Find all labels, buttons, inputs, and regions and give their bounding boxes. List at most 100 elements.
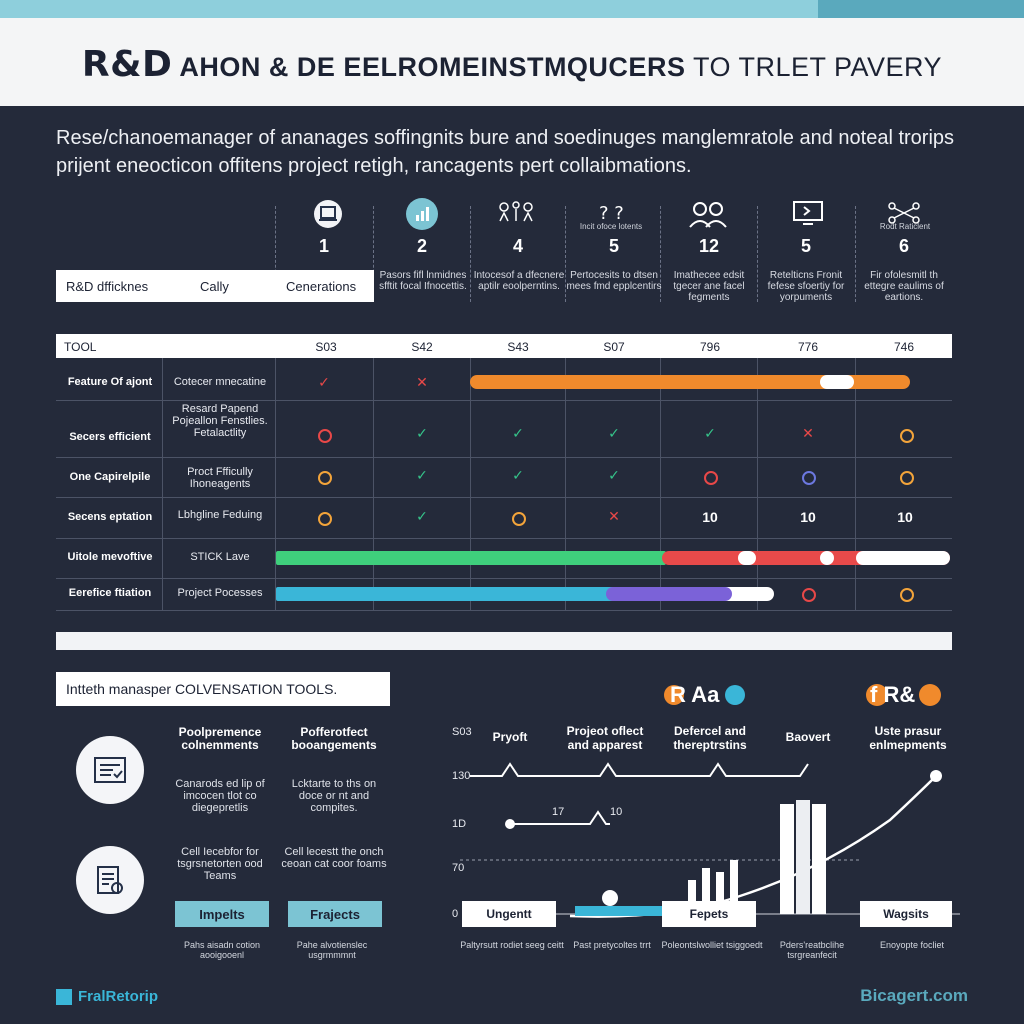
progress-bar-green — [276, 551, 666, 565]
cell-value: 10 — [800, 509, 816, 525]
bar — [812, 804, 826, 914]
progress-bar-blue — [276, 587, 616, 601]
frajects-button[interactable]: Frajects — [288, 901, 382, 927]
cell-value: 10 — [897, 509, 913, 525]
y-axis-label: 70 — [452, 862, 465, 874]
person-icon — [602, 890, 618, 906]
timeline-dot — [505, 819, 515, 829]
row-label: Feature Of ajont — [67, 376, 153, 388]
row-label: Secers efficient — [69, 431, 151, 443]
footer-brand: FralRetorip — [56, 988, 158, 1005]
tiny-caption: Incit ofoce lotents — [579, 222, 643, 231]
status-dot — [318, 429, 332, 443]
mini-label: 17 — [552, 806, 565, 818]
intro-text: Rese/chanoemanager of ananages soffingni… — [56, 127, 955, 177]
chart-box: Wagsits — [860, 901, 952, 927]
check-icon: ✓ — [512, 425, 524, 441]
chart-col-label: Defercel and thereptrstins — [673, 724, 747, 752]
y-axis-label: 1D — [452, 818, 467, 830]
status-dot — [900, 588, 914, 602]
mini-timeline — [510, 810, 610, 825]
check-icon: ✓ — [318, 374, 330, 390]
column-text: Cell lecestt the onch ceoan cat coor foa… — [281, 846, 387, 870]
page-title: R&D AHON & DE EELROMEINSTMQUCERS TO TRLE… — [81, 44, 943, 85]
row-desc: Project Pocesses — [177, 587, 263, 599]
bar — [702, 868, 710, 914]
chart-box: Fepets — [662, 901, 756, 927]
status-dot — [704, 471, 718, 485]
column-heading: Pofferotfect booangements — [291, 725, 377, 752]
legend-2: f R& — [866, 682, 942, 708]
timeline-line — [470, 762, 809, 777]
left-header-bar: R&D dfficknes Cally Cenerations — [56, 270, 374, 302]
section-divider — [56, 632, 952, 650]
monitor-icon — [788, 196, 828, 232]
chart-col-label: Baovert — [785, 730, 831, 744]
table-header-bar: TOOL S03 S42 S43 S07 796 776 746 — [56, 334, 952, 358]
status-dot — [802, 588, 816, 602]
legend-1: R Aa — [664, 682, 746, 708]
chart-footnote: Pders'reatbclihe tsrgreanfecit — [779, 940, 845, 960]
row-desc: STICK Lave — [190, 551, 250, 563]
column-text: Cell Iecebfor for tsgrsnetorten ood Team… — [177, 846, 263, 882]
column-desc: Fir ofolesmitl th ettegre eaulims of ear… — [864, 270, 944, 303]
check-icon: ✓ — [512, 467, 524, 483]
bar-chart-icon — [402, 196, 442, 232]
status-dot — [318, 471, 332, 485]
progress-bar-orange — [470, 375, 910, 389]
column-desc: Intocesof a dfecnere aptilr eoolperntins… — [473, 270, 565, 292]
column-desc: Retelticns Fronit fefese sfoertiy for yo… — [767, 270, 845, 303]
status-dot — [802, 471, 816, 485]
svg-text:? ?: ? ? — [599, 203, 624, 224]
clipboard-icon — [76, 846, 144, 914]
check-icon: ✓ — [416, 508, 428, 524]
document-icon — [76, 736, 144, 804]
people-network-icon — [496, 196, 536, 232]
y-axis-label: 0 — [452, 908, 459, 920]
column-desc: Pasors fifl lnmidnes sfftit focal Ifnoce… — [379, 270, 467, 292]
status-dot — [318, 512, 332, 526]
footer-website[interactable]: Bicagert.com — [860, 986, 968, 1005]
impelts-button[interactable]: Impelts — [175, 901, 269, 927]
bar-highlight — [820, 375, 854, 389]
tool-header: TOOL — [64, 340, 97, 354]
brand-logo-icon — [56, 988, 72, 1005]
check-icon: ✓ — [416, 425, 428, 441]
platform-base — [575, 906, 665, 916]
row-desc: Lbhgline Feduing — [177, 509, 263, 521]
trend-end-dot — [930, 770, 942, 782]
row-label: Secens eptation — [67, 511, 153, 523]
cell-value: 10 — [702, 509, 718, 525]
bar — [730, 860, 738, 914]
row-label: Eerefice ftiation — [68, 587, 152, 599]
status-dot — [512, 512, 526, 526]
mini-label: 10 — [610, 806, 623, 818]
top-accent-strip — [0, 0, 1024, 18]
footnote: Pahs aisadn cotion aooigooenl — [183, 940, 261, 960]
chart-footnote: Poleontslwolliet tsiggoedt — [661, 940, 763, 950]
header-bar — [0, 18, 1024, 106]
progress-bar-purple — [606, 587, 732, 601]
row-desc: Proct Ffficully Ihoneagents — [187, 466, 253, 490]
chart-col-label: Uste prasur enlmepments — [869, 724, 947, 752]
bar — [716, 872, 724, 914]
row-label: One Capirelpile — [69, 471, 151, 483]
row-label: Uitole mevoftive — [67, 551, 153, 563]
column-desc: Imathecee edsit tgecer ane facel fegment… — [673, 270, 745, 303]
footnote: Pahe alvotienslec usgrmmmnt — [296, 940, 368, 960]
status-dot — [900, 471, 914, 485]
bar — [688, 880, 696, 914]
bar-highlight — [738, 551, 756, 565]
chart-footnote: Paltyrsutt rodiet seeg ceitt — [460, 940, 564, 950]
column-number: 1 — [318, 236, 329, 256]
tiny-caption: Rodt Raticlent — [879, 222, 931, 231]
column-text: Canarods ed lip of imcocen tlot co diege… — [175, 778, 265, 814]
column-heading: Poolpremence colnemments — [178, 725, 262, 752]
section-title: Intteth manasper COLVENSATION TOOLS. — [56, 672, 390, 706]
cross-icon: ✕ — [608, 508, 620, 524]
chart-col-label: Pryoft — [492, 730, 528, 744]
column-number: 5 — [800, 236, 811, 256]
check-icon: ✓ — [416, 467, 428, 483]
check-icon: ✓ — [608, 467, 620, 483]
question-icon: ? ? — [595, 196, 635, 232]
